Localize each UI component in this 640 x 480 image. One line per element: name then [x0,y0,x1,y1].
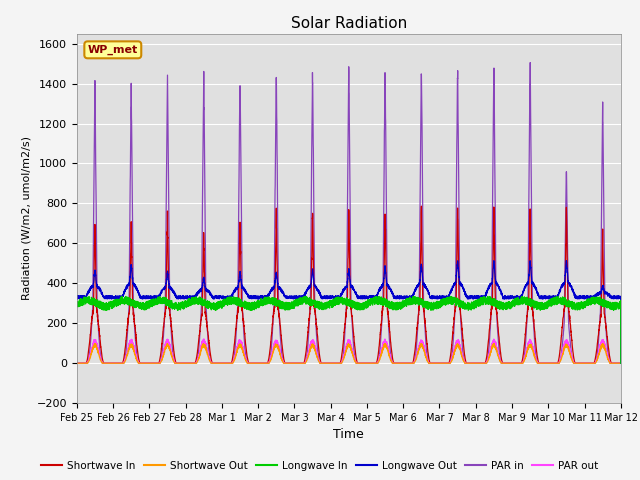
PAR out [73,360,81,366]
Shortwave In [616,360,624,366]
Legend: Shortwave In, Shortwave Out, Longwave In, Longwave Out, PAR in, PAR out: Shortwave In, Shortwave Out, Longwave In… [37,456,603,475]
Longwave Out [563,258,570,264]
PAR out [617,360,625,366]
Shortwave Out [616,360,624,366]
Longwave In [617,360,625,366]
PAR out [616,360,624,366]
Shortwave Out [502,360,509,366]
Longwave Out [171,290,179,296]
Title: Solar Radiation: Solar Radiation [291,16,407,31]
Line: PAR out: PAR out [77,339,621,363]
PAR in [617,360,625,366]
PAR out [441,360,449,366]
Shortwave Out [471,360,479,366]
Longwave In [301,293,308,299]
Shortwave In [328,360,336,366]
Shortwave Out [171,360,179,365]
Shortwave In [441,360,449,366]
Line: Longwave Out: Longwave Out [77,261,621,363]
Longwave Out [617,360,625,366]
PAR in [616,360,624,366]
PAR in [171,360,179,365]
PAR in [440,360,448,366]
Longwave In [441,302,449,308]
Longwave Out [73,293,81,299]
Longwave Out [471,293,479,299]
PAR out [502,360,509,366]
Shortwave Out [91,341,99,347]
PAR out [381,336,389,342]
Shortwave In [417,204,425,209]
Longwave In [502,300,509,306]
Shortwave In [171,354,179,360]
PAR in [328,360,336,366]
Longwave Out [328,293,336,299]
PAR in [526,60,534,65]
Shortwave In [502,360,509,366]
Longwave Out [616,293,624,299]
Shortwave In [617,360,625,366]
Shortwave Out [617,360,625,366]
PAR out [471,360,479,366]
Line: Shortwave Out: Shortwave Out [77,344,621,363]
Longwave Out [502,295,509,300]
Longwave In [329,299,337,304]
Y-axis label: Radiation (W/m2, umol/m2/s): Radiation (W/m2, umol/m2/s) [21,136,31,300]
Shortwave Out [329,360,337,366]
X-axis label: Time: Time [333,429,364,442]
Shortwave In [73,360,81,366]
PAR in [502,360,509,366]
PAR in [73,360,81,366]
Line: PAR in: PAR in [77,62,621,363]
Longwave In [616,300,624,306]
Longwave Out [440,296,448,301]
Line: Shortwave In: Shortwave In [77,206,621,363]
Line: Longwave In: Longwave In [77,296,621,363]
PAR in [471,360,479,366]
Shortwave In [471,360,479,366]
PAR out [328,360,336,366]
Longwave In [171,303,179,309]
Longwave In [73,300,81,306]
Text: WP_met: WP_met [88,45,138,55]
Shortwave Out [73,360,81,366]
PAR out [171,359,179,364]
Longwave In [471,302,479,308]
Shortwave Out [441,360,449,366]
